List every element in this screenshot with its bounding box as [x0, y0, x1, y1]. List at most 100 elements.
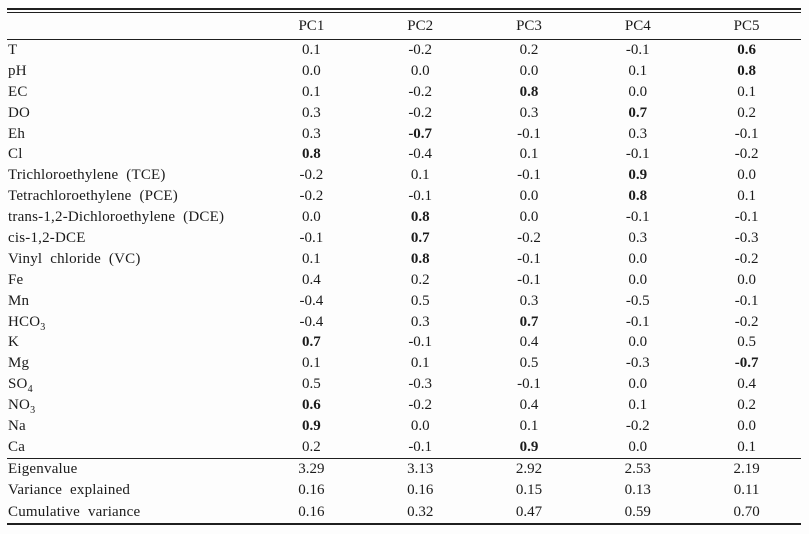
value-cell: 0.2	[302, 438, 321, 455]
variable-row: Na 0.9 0.0 0.1 -0.2 0.0	[7, 416, 801, 437]
value-cell: -0.4	[408, 146, 433, 163]
value-cell: -0.2	[299, 167, 324, 184]
row-label: cis-1,2-DCE	[7, 228, 257, 249]
value-cell: -0.5	[625, 292, 650, 309]
row-label: Ca	[7, 437, 257, 458]
value-cell: 0.0	[737, 417, 756, 434]
value-cell: 2.53	[624, 460, 651, 477]
value-cell: 0.8	[410, 250, 430, 267]
value-cell: 0.0	[302, 62, 321, 79]
variable-row: pH 0.0 0.0 0.0 0.1 0.8	[7, 61, 801, 82]
variable-row: EC 0.1 -0.2 0.8 0.0 0.1	[7, 82, 801, 103]
value-cell: 0.1	[737, 438, 756, 455]
row-label-subscript: 4	[27, 384, 33, 396]
value-cell: 0.1	[519, 417, 539, 434]
value-cell: -0.1	[625, 313, 650, 330]
value-cell: 0.2	[519, 41, 539, 58]
row-label-text: Variance explained	[8, 482, 131, 499]
value-cell: 0.5	[410, 292, 430, 309]
value-cell: 0.1	[737, 83, 756, 100]
value-cell: 0.0	[737, 271, 756, 288]
variable-row: HCO3 -0.4 0.3 0.7 -0.1 -0.2	[7, 312, 801, 333]
value-cell: 0.1	[302, 41, 321, 58]
table-top-double-rule	[7, 8, 801, 13]
value-cell: 0.6	[302, 397, 321, 414]
row-label: Tetrachloroethylene (PCE)	[7, 186, 257, 207]
row-label: pH	[7, 61, 257, 82]
row-label: Fe	[7, 270, 257, 291]
variable-rows-section: T 0.1 -0.2 0.2 -0.1 0.6 pH 0.0 0.0 0.0 0.1 0.8 EC 0.1…	[7, 40, 801, 459]
row-label-text: EC	[8, 83, 28, 100]
value-cell: 0.0	[628, 376, 648, 393]
value-cell: 0.9	[302, 417, 321, 434]
value-cell: -0.1	[625, 209, 650, 226]
value-cell: 0.2	[410, 271, 430, 288]
value-cell: -0.1	[517, 250, 541, 267]
value-cell: -0.1	[408, 438, 433, 455]
row-label: Variance explained	[7, 480, 257, 501]
value-cell: 0.47	[515, 503, 543, 520]
table-header: PC1 PC2 PC3 PC4 PC5	[7, 13, 801, 40]
row-label: EC	[7, 82, 257, 103]
value-cell: 0.0	[628, 271, 648, 288]
row-label-subscript: 3	[30, 405, 36, 417]
row-label-text: NO	[8, 397, 31, 414]
value-cell: 0.9	[628, 167, 648, 184]
row-label-text: Na	[8, 417, 26, 434]
value-cell: -0.7	[408, 125, 433, 142]
value-cell: -0.1	[734, 209, 759, 226]
value-cell: -0.1	[408, 188, 433, 205]
variable-row: K 0.7 -0.1 0.4 0.0 0.5	[7, 332, 801, 353]
variable-row: Fe 0.4 0.2 -0.1 0.0 0.0	[7, 270, 801, 291]
row-label-text: DO	[8, 104, 31, 121]
value-cell: -0.1	[408, 334, 433, 351]
value-cell: -0.2	[408, 41, 433, 58]
value-cell: 0.0	[410, 417, 430, 434]
value-cell: 0.7	[628, 104, 648, 121]
corner-header-cell	[7, 13, 257, 40]
row-label-text: HCO	[8, 313, 41, 330]
value-cell: -0.2	[408, 83, 433, 100]
value-cell: 0.3	[302, 104, 321, 121]
value-cell: 0.6	[737, 41, 756, 58]
value-cell: 0.8	[410, 209, 430, 226]
value-cell: -0.3	[408, 376, 433, 393]
row-label: SO4	[7, 374, 257, 395]
row-label-text: Mg	[8, 355, 30, 372]
value-cell: 0.0	[519, 62, 539, 79]
row-label-text: K	[8, 334, 20, 351]
value-cell: 0.9	[519, 438, 539, 455]
value-cell: 0.1	[302, 83, 321, 100]
column-header-pc5: PC5	[692, 13, 801, 40]
variable-row: Mg 0.1 0.1 0.5 -0.3 -0.7	[7, 353, 801, 374]
value-cell: -0.1	[734, 125, 759, 142]
value-cell: 0.3	[519, 292, 539, 309]
value-cell: 0.0	[628, 83, 648, 100]
variable-row: DO 0.3 -0.2 0.3 0.7 0.2	[7, 103, 801, 124]
value-cell: -0.2	[734, 313, 759, 330]
value-cell: -0.1	[299, 229, 324, 246]
row-label: NO3	[7, 395, 257, 416]
row-label-text: Ca	[8, 438, 26, 455]
row-label-text: Eh	[8, 125, 26, 142]
value-cell: 0.0	[737, 167, 756, 184]
value-cell: 0.11	[733, 482, 760, 499]
value-cell: -0.3	[625, 355, 650, 372]
column-header-pc1: PC1	[257, 13, 366, 40]
value-cell: 0.1	[410, 355, 430, 372]
header-row: PC1 PC2 PC3 PC4 PC5	[7, 13, 801, 40]
value-cell: 0.8	[628, 188, 648, 205]
value-cell: 0.0	[519, 188, 539, 205]
value-cell: -0.1	[517, 167, 541, 184]
value-cell: 0.1	[737, 188, 756, 205]
value-cell: 0.1	[410, 167, 430, 184]
row-label-subscript: 3	[40, 321, 46, 333]
value-cell: 3.29	[298, 460, 325, 477]
row-label: Trichloroethylene (TCE)	[7, 165, 257, 186]
value-cell: 0.1	[302, 250, 321, 267]
summary-row: Cumulative variance 0.16 0.32 0.47 0.59 0.70	[7, 501, 801, 523]
row-label-text: Eigenvalue	[8, 460, 78, 477]
value-cell: 0.4	[302, 271, 321, 288]
row-label: Cl	[7, 144, 257, 165]
